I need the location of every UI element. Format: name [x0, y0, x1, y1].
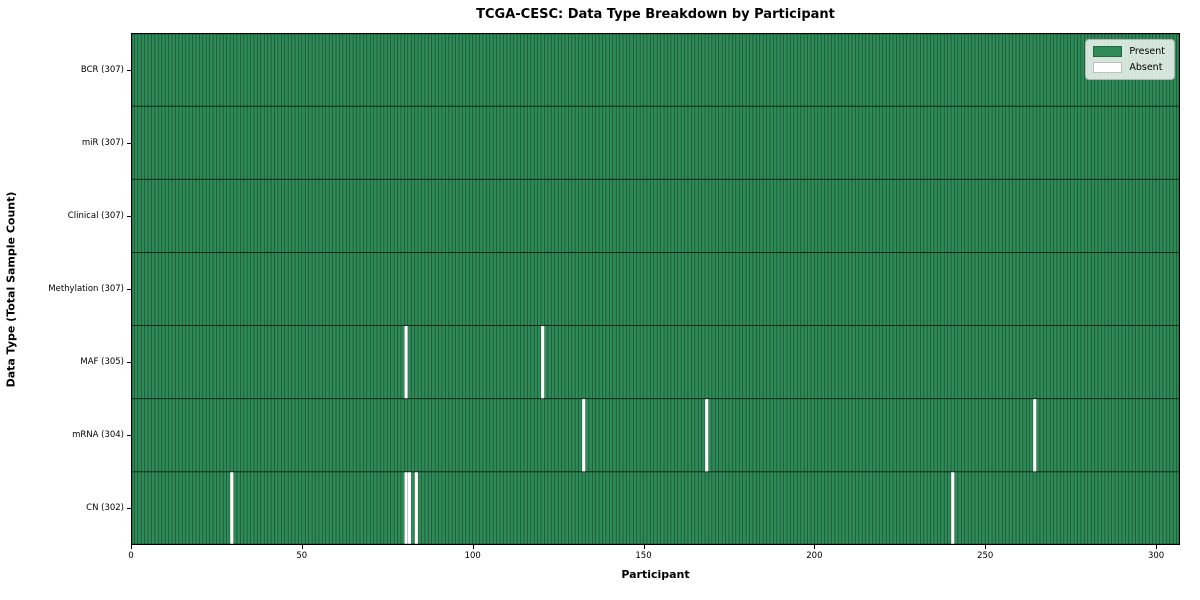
present-swatch [1093, 46, 1123, 57]
y-tick-label: MAF (305) [80, 357, 124, 368]
y-tick-label: miR (307) [81, 137, 124, 148]
x-tick-label: 150 [635, 551, 652, 561]
x-tick-mark [1156, 545, 1158, 549]
absent-swatch [1093, 62, 1123, 73]
absent-cell [404, 325, 408, 399]
y-tick-label: CN (302) [86, 503, 124, 514]
y-tick-label: mRNA (304) [72, 430, 124, 441]
x-tick-mark [643, 545, 645, 549]
legend-label-absent: Absent [1129, 62, 1163, 73]
x-tick-mark [814, 545, 816, 549]
x-tick-label: 100 [464, 551, 481, 561]
absent-cell [229, 471, 234, 545]
absent-cell [704, 398, 709, 473]
chart-title: TCGA-CESC: Data Type Breakdown by Partic… [476, 7, 835, 22]
absent-cell [407, 471, 412, 545]
y-tick-mark [127, 69, 131, 71]
row-separators [131, 105, 1180, 473]
x-tick-label: 0 [128, 551, 134, 561]
x-tick-label: 300 [1147, 551, 1165, 561]
absent-cell [581, 398, 586, 473]
y-tick-mark [127, 508, 131, 510]
y-tick-label: Clinical (307) [67, 210, 124, 221]
present-cells-background [131, 33, 1180, 545]
legend-entry-present: Present [1093, 46, 1165, 57]
x-tick-mark [985, 545, 987, 549]
y-tick-mark [127, 215, 131, 217]
absent-cell [404, 471, 408, 545]
y-tick-mark [127, 289, 131, 290]
plot-border [131, 33, 1180, 545]
absent-cell [1032, 398, 1037, 473]
absent-cell [950, 471, 955, 545]
x-tick-label: 50 [296, 551, 308, 561]
x-tick-mark [472, 545, 474, 549]
absent-cell [540, 325, 545, 399]
legend-entry-absent: Absent [1093, 62, 1165, 73]
y-tick-label: Methylation (307) [48, 284, 124, 294]
x-tick-mark [301, 545, 303, 549]
y-tick-mark [127, 362, 131, 364]
cell-gridlines [134, 33, 1177, 545]
legend: Present Absent [1085, 39, 1175, 80]
heatmap-mesh [131, 33, 1180, 545]
y-tick-mark [127, 435, 131, 437]
legend-label-present: Present [1129, 46, 1165, 57]
y-tick-mark [127, 142, 131, 144]
x-axis-label: Participant [621, 568, 690, 581]
absent-cell [414, 471, 419, 545]
heatmap-plot: Present Absent [131, 33, 1180, 545]
y-tick-label: BCR (307) [80, 64, 124, 75]
x-tick-label: 200 [806, 551, 823, 561]
x-tick-mark [131, 545, 132, 549]
x-tick-label: 250 [977, 551, 994, 561]
